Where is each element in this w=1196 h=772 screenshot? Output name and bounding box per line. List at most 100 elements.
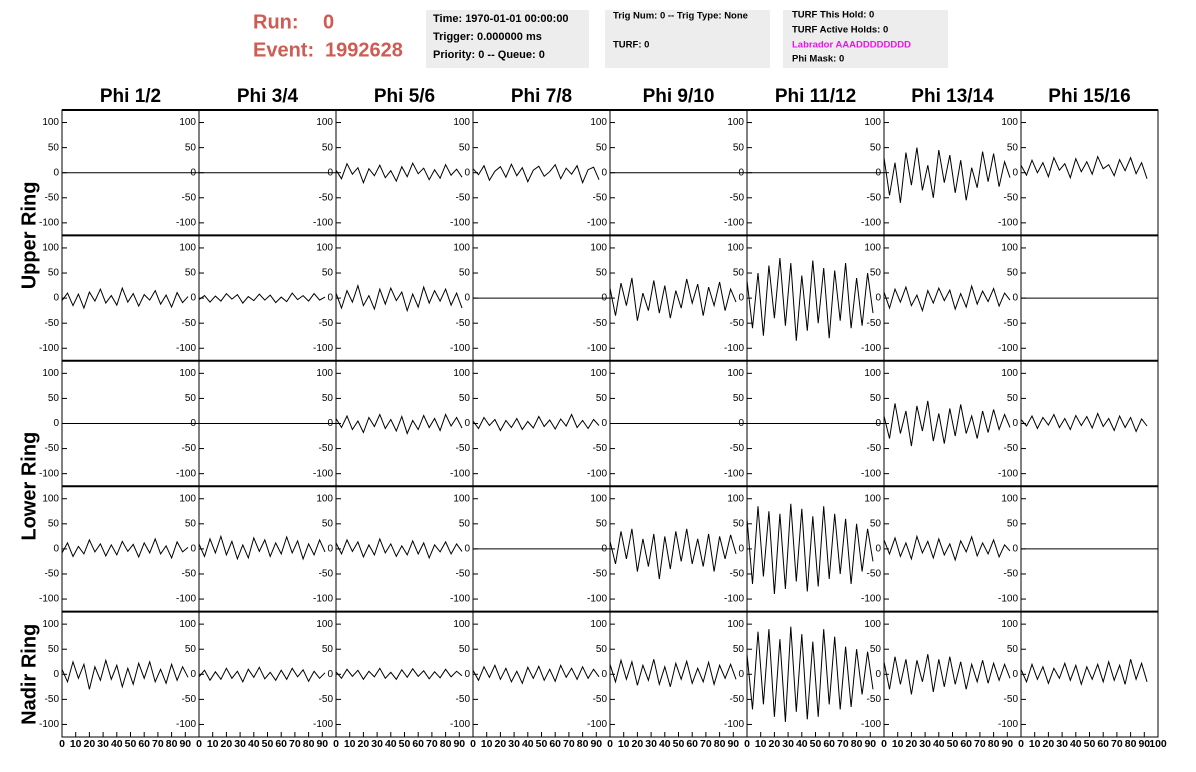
waveform xyxy=(883,284,1011,313)
y-tick-label: 50 xyxy=(870,268,882,279)
y-tick-label: 50 xyxy=(185,268,197,279)
y-tick-label: -100 xyxy=(450,594,470,605)
y-tick-label: -100 xyxy=(313,719,333,730)
y-tick-label: 100 xyxy=(453,243,470,254)
y-tick-label: 100 xyxy=(316,368,333,379)
y-tick-label: 0 xyxy=(327,418,333,429)
x-tick-label: 70 xyxy=(563,738,575,750)
waveform xyxy=(198,534,326,561)
x-tick-label: 50 xyxy=(536,738,548,750)
y-tick-label: -100 xyxy=(313,218,333,229)
x-tick-label: 50 xyxy=(125,738,137,750)
waveform xyxy=(609,658,737,687)
y-tick-label: 0 xyxy=(53,669,59,680)
y-tick-label: 50 xyxy=(322,644,334,655)
row-title: Lower Ring xyxy=(18,432,40,541)
x-tick-label: 30 xyxy=(919,738,931,750)
y-tick-label: 0 xyxy=(875,167,881,178)
x-tick-label: 90 xyxy=(316,738,328,750)
waveform xyxy=(1020,155,1148,180)
x-tick-label: 0 xyxy=(607,738,613,750)
waveform xyxy=(335,537,463,560)
y-tick-label: -100 xyxy=(450,719,470,730)
y-tick-label: 50 xyxy=(1007,644,1019,655)
x-tick-label: 80 xyxy=(303,738,315,750)
info-text: Labrador AAADDDDDDDD xyxy=(792,40,911,51)
y-tick-label: 0 xyxy=(1012,418,1018,429)
x-tick-label: 80 xyxy=(166,738,178,750)
y-tick-label: -50 xyxy=(730,569,745,580)
y-tick-label: 0 xyxy=(738,669,744,680)
y-tick-label: 100 xyxy=(1001,619,1018,630)
y-tick-label: 100 xyxy=(316,243,333,254)
x-tick-label: 80 xyxy=(988,738,1000,750)
info-text: Trig Num: 0 -- Trig Type: None xyxy=(613,11,748,22)
y-tick-label: 100 xyxy=(727,619,744,630)
x-tick-label: 60 xyxy=(138,738,150,750)
event-number: 1992628 xyxy=(325,39,403,61)
x-tick-label: 80 xyxy=(714,738,726,750)
y-tick-label: -100 xyxy=(587,594,607,605)
x-tick-label: 60 xyxy=(275,738,287,750)
x-tick-label: 60 xyxy=(686,738,698,750)
x-tick-label: 10 xyxy=(70,738,82,750)
y-tick-label: -50 xyxy=(319,443,334,454)
y-tick-label: 0 xyxy=(190,293,196,304)
y-tick-label: -50 xyxy=(456,318,471,329)
y-tick-label: 100 xyxy=(316,619,333,630)
x-tick-label: 90 xyxy=(590,738,602,750)
x-tick-label: 40 xyxy=(1070,738,1082,750)
y-tick-label: -100 xyxy=(176,218,196,229)
y-tick-label: 0 xyxy=(327,293,333,304)
y-tick-label: -100 xyxy=(176,343,196,354)
y-tick-label: -50 xyxy=(593,569,608,580)
y-tick-label: 50 xyxy=(459,393,471,404)
y-tick-label: 50 xyxy=(459,644,471,655)
x-tick-label: 50 xyxy=(810,738,822,750)
y-tick-label: -50 xyxy=(45,192,60,203)
waveform xyxy=(61,286,189,310)
y-tick-label: 100 xyxy=(1001,243,1018,254)
y-tick-label: 100 xyxy=(1001,117,1018,128)
waveform xyxy=(335,413,463,435)
x-tick-label: 20 xyxy=(84,738,96,750)
y-tick-label: 0 xyxy=(190,669,196,680)
column-title: Phi 3/4 xyxy=(237,86,299,107)
y-tick-label: 100 xyxy=(42,493,59,504)
x-tick-label: 80 xyxy=(577,738,589,750)
y-tick-label: 0 xyxy=(1012,293,1018,304)
y-tick-label: -50 xyxy=(45,443,60,454)
y-tick-label: 100 xyxy=(590,117,607,128)
y-tick-label: -100 xyxy=(861,594,881,605)
x-tick-label: 40 xyxy=(522,738,534,750)
y-tick-label: 100 xyxy=(864,493,881,504)
info-box xyxy=(426,10,589,68)
y-tick-label: -100 xyxy=(724,719,744,730)
y-tick-label: 0 xyxy=(738,418,744,429)
y-tick-label: -50 xyxy=(1004,694,1019,705)
x-tick-label: 60 xyxy=(549,738,561,750)
y-tick-label: -100 xyxy=(724,468,744,479)
x-tick-label: 90 xyxy=(1001,738,1013,750)
y-tick-label: 100 xyxy=(42,368,59,379)
waveform xyxy=(609,277,737,321)
y-tick-label: 0 xyxy=(53,167,59,178)
x-tick-label: 70 xyxy=(426,738,438,750)
y-tick-label: -100 xyxy=(724,218,744,229)
y-tick-label: 0 xyxy=(875,418,881,429)
y-tick-label: -50 xyxy=(182,318,197,329)
y-tick-label: -100 xyxy=(998,343,1018,354)
column-title: Phi 13/14 xyxy=(911,86,994,107)
waveform xyxy=(198,666,326,683)
y-tick-label: 50 xyxy=(48,142,60,153)
y-tick-label: 0 xyxy=(601,418,607,429)
y-tick-label: 50 xyxy=(733,142,745,153)
y-tick-label: 0 xyxy=(190,167,196,178)
y-tick-label: 100 xyxy=(727,368,744,379)
y-tick-label: 100 xyxy=(590,619,607,630)
x-tick-label: 50 xyxy=(399,738,411,750)
y-tick-label: -100 xyxy=(998,218,1018,229)
waveform xyxy=(1020,412,1148,433)
x-tick-label: 10 xyxy=(207,738,219,750)
x-tick-label: 40 xyxy=(796,738,808,750)
